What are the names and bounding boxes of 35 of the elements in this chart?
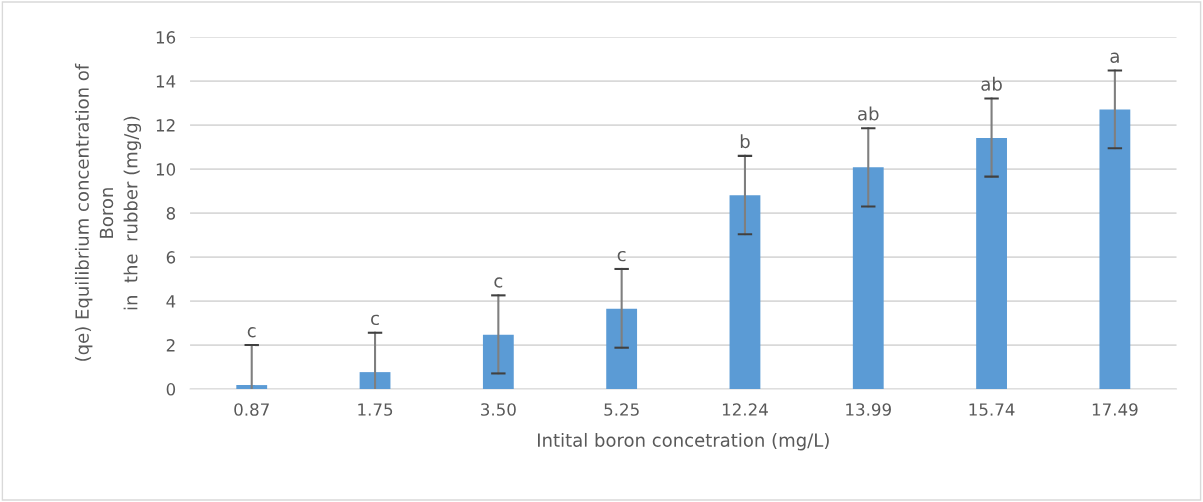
bar [236,385,268,390]
x-tick-label: 1.75 [358,403,393,416]
bar [976,137,1007,390]
annotation: c [371,314,379,326]
x-tick-label: 13.99 [846,403,891,416]
annotation: c [494,277,503,288]
y-axis-title: (qe) Equilibrium concentration of Boron in the rubber (mg/g) [74,63,142,361]
annotation: a [1110,52,1119,63]
y-tick-label: 10 [156,163,176,176]
x-tick-label: 12.24 [722,403,768,416]
y-tick-label: 4 [166,295,176,308]
bar [852,167,884,390]
annotation: ab [981,76,1002,91]
x-axis-title: Intital boron concetration (mg/L) [538,432,829,451]
bar [482,334,514,390]
bar [359,372,391,390]
bar [1099,109,1131,390]
x-tick-label: 15.74 [969,403,1015,416]
y-tick-label: 8 [166,207,176,220]
bar [606,308,638,390]
x-tick-label: 17.49 [1092,403,1138,416]
y-tick-label: 14 [156,75,176,88]
y-tick-label: 0 [166,383,176,396]
y-tick-label: 12 [156,119,175,132]
bar [729,195,761,390]
x-tick-label: 3.50 [481,403,516,416]
annotation: c [247,327,256,338]
annotation: c [617,250,626,262]
y-tick-label: 16 [156,31,176,44]
y-tick-label: 6 [166,251,176,264]
y-tick-label: 2 [166,339,175,352]
x-tick-label: 5.25 [604,403,639,416]
annotation: ab [858,106,879,121]
x-tick-label: 0.87 [234,403,269,416]
annotation: b [740,134,750,149]
